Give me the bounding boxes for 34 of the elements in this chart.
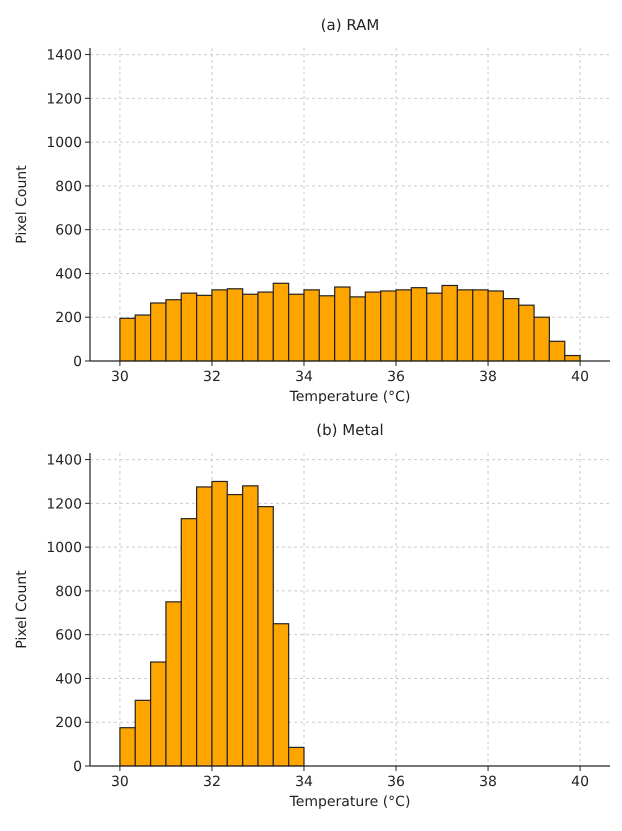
x-tick-label: 30 [110, 369, 129, 385]
y-tick-label: 800 [55, 178, 82, 195]
y-tick-label: 600 [55, 222, 82, 239]
x-tick-label: 32 [203, 774, 221, 790]
x-tick-label: 38 [479, 774, 497, 790]
y-tick-label: 0 [73, 759, 82, 775]
y-tick-label: 1200 [46, 91, 82, 108]
x-tick-label: 32 [203, 369, 221, 385]
y-tick-label: 1400 [46, 452, 82, 469]
chart-title: (a) RAM [320, 16, 380, 34]
y-tick-label: 0 [73, 354, 82, 370]
y-tick-label: 1000 [46, 135, 82, 152]
x-tick-label: 34 [295, 774, 313, 790]
x-axis-title: Temperature (°C) [288, 389, 410, 405]
y-tick-label: 200 [55, 715, 82, 732]
y-tick-label: 400 [55, 671, 82, 688]
y-tick-label: 1400 [46, 48, 82, 64]
x-tick-label: 36 [387, 369, 406, 385]
chart-title: (b) Metal [316, 421, 384, 439]
y-tick-label: 800 [55, 584, 82, 600]
y-tick-label: 1000 [46, 540, 82, 556]
x-tick-label: 40 [571, 774, 590, 790]
x-tick-label: 34 [295, 369, 313, 385]
y-tick-label: 1200 [46, 496, 82, 512]
x-tick-label: 36 [387, 774, 406, 790]
x-tick-label: 30 [110, 774, 129, 790]
x-axis-title: Temperature (°C) [288, 794, 410, 810]
y-tick-label: 600 [55, 628, 82, 644]
y-tick-label: 200 [55, 310, 82, 326]
y-tick-label: 400 [55, 266, 82, 282]
y-axis-title: Pixel Count [14, 164, 30, 244]
x-tick-label: 40 [571, 369, 590, 385]
x-tick-label: 38 [479, 369, 497, 385]
y-axis-title: Pixel Count [14, 570, 30, 649]
